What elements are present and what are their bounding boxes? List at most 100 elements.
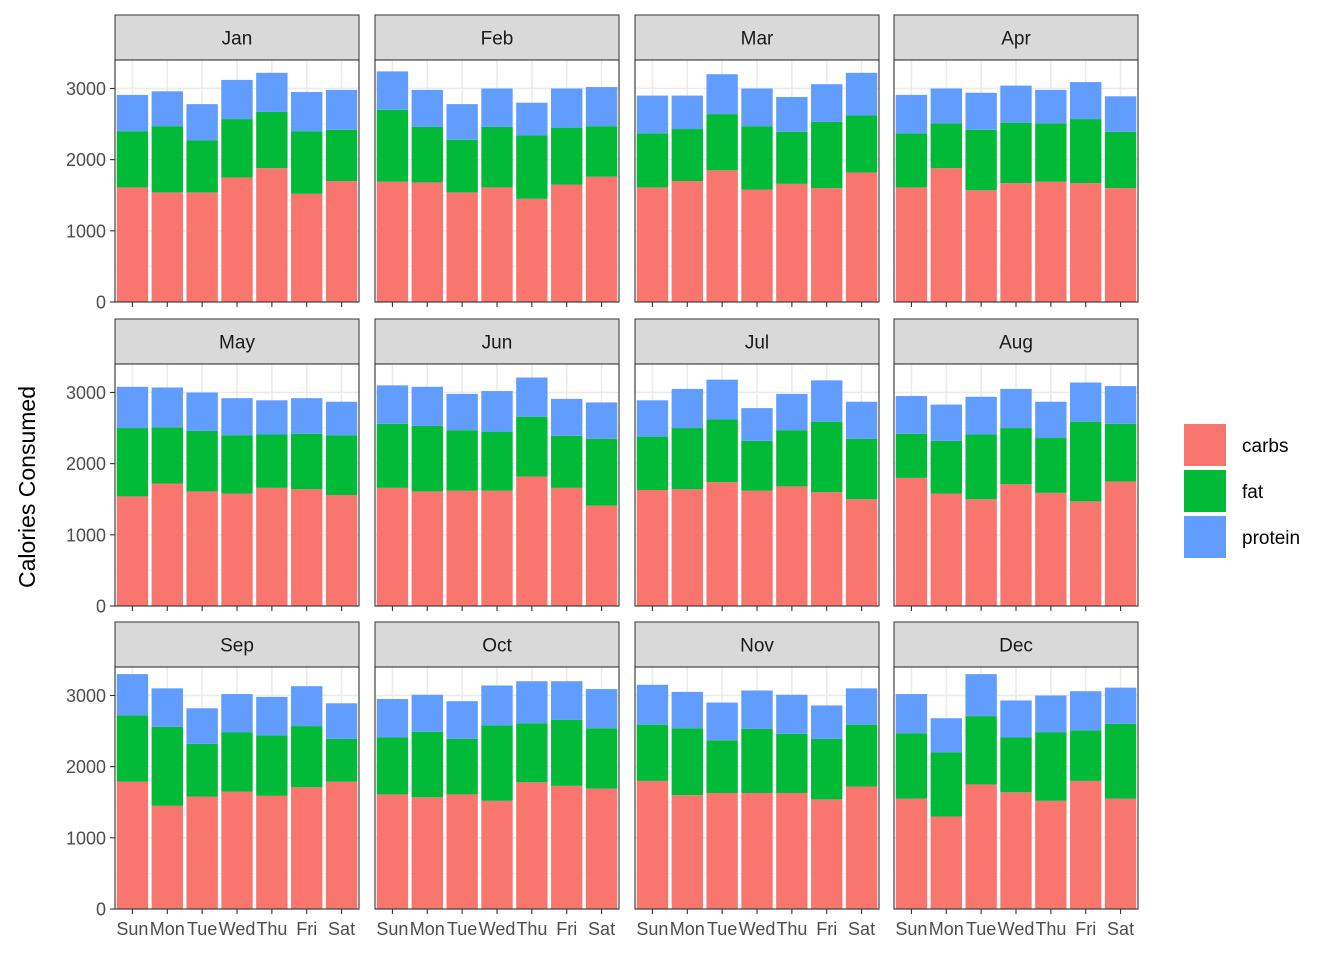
bar-fat-sun — [895, 133, 928, 188]
bar-fat-wed — [221, 435, 253, 494]
facet-strip — [634, 14, 880, 61]
bar-fat-sun — [636, 133, 669, 188]
bar-protein-tue — [965, 92, 997, 130]
x-tick-label-fri: Fri — [296, 919, 317, 939]
bar-fat-thu — [1035, 732, 1067, 801]
facet-strip — [893, 14, 1139, 61]
bar-protein-sat — [845, 72, 878, 116]
bar-protein-thu — [256, 696, 288, 736]
y-tick-label: 0 — [96, 900, 106, 920]
facet-strip-label: Nov — [740, 636, 774, 657]
facet-strip — [634, 318, 880, 365]
bar-fat-sat — [845, 438, 878, 500]
bar-protein-wed — [221, 694, 253, 733]
x-tick-label-thu: Thu — [516, 919, 547, 939]
bar-protein-fri — [551, 681, 583, 720]
bar-protein-tue — [446, 701, 478, 739]
bar-protein-tue — [186, 104, 218, 141]
bar-protein-sun — [895, 396, 928, 434]
bar-fat-wed — [1000, 737, 1032, 793]
bar-fat-mon — [411, 126, 443, 183]
facet-strip — [374, 318, 620, 365]
bar-protein-fri — [291, 686, 323, 727]
x-tick-label-thu: Thu — [1035, 919, 1066, 939]
bar-fat-sat — [585, 438, 618, 506]
bars — [116, 386, 358, 606]
facet-panel-dec: Dec Sun Mon Tue Wed Thu Fri Sat — [893, 621, 1139, 939]
bars — [895, 82, 1137, 302]
bar-carbs-sat — [585, 176, 618, 302]
bar-carbs-tue — [446, 192, 478, 302]
bar-fat-wed — [481, 725, 513, 801]
bar-fat-fri — [291, 433, 323, 490]
bar-protein-sat — [845, 688, 878, 725]
bar-protein-thu — [1035, 89, 1067, 124]
bar-protein-sat — [325, 703, 358, 739]
bar-carbs-sun — [636, 489, 669, 606]
facet-panel-apr: Apr — [893, 14, 1139, 307]
bar-fat-tue — [446, 430, 478, 491]
bar-carbs-wed — [221, 791, 253, 909]
x-tick-label-fri: Fri — [816, 919, 837, 939]
bar-carbs-sun — [376, 487, 409, 606]
x-tick-label-sun: Sun — [895, 919, 927, 939]
bar-fat-tue — [186, 430, 218, 492]
bar-protein-tue — [186, 392, 218, 431]
bar-protein-sat — [845, 401, 878, 439]
bar-protein-mon — [671, 95, 703, 130]
bar-protein-wed — [741, 408, 773, 441]
bar-fat-thu — [516, 723, 548, 783]
bar-carbs-sat — [585, 788, 618, 909]
bar-carbs-wed — [741, 490, 773, 606]
y-tick-label: 1000 — [66, 828, 106, 848]
bar-fat-mon — [671, 129, 703, 181]
bar-carbs-thu — [256, 487, 288, 606]
x-tick-label-sun: Sun — [376, 919, 408, 939]
bar-protein-sun — [636, 95, 669, 134]
bar-fat-wed — [481, 126, 513, 188]
bar-carbs-fri — [551, 184, 583, 302]
x-tick-label-thu: Thu — [776, 919, 807, 939]
bar-fat-fri — [291, 726, 323, 788]
y-tick-label: 3000 — [66, 686, 106, 706]
facet-panel-mar: Mar — [634, 14, 880, 307]
bar-fat-sat — [585, 728, 618, 789]
x-tick-label-tue: Tue — [707, 919, 737, 939]
bar-protein-wed — [481, 88, 513, 127]
x-tick-label-mon: Mon — [410, 919, 445, 939]
x-tick-label-wed: Wed — [219, 919, 256, 939]
bar-fat-wed — [1000, 122, 1032, 184]
bar-carbs-mon — [411, 797, 443, 909]
y-tick-label: 1000 — [66, 221, 106, 241]
bar-carbs-wed — [1000, 484, 1032, 606]
bar-carbs-fri — [811, 188, 843, 302]
bar-fat-thu — [516, 135, 548, 199]
bar-protein-fri — [291, 92, 323, 132]
bar-fat-wed — [481, 431, 513, 491]
legend-key-protein — [1184, 516, 1226, 558]
x-tick-label-tue: Tue — [447, 919, 477, 939]
bar-protein-wed — [1000, 700, 1032, 738]
bar-carbs-fri — [1070, 780, 1102, 909]
bar-protein-fri — [1070, 382, 1102, 422]
bar-fat-fri — [1070, 119, 1102, 184]
bar-carbs-tue — [186, 192, 218, 302]
bar-fat-thu — [256, 735, 288, 796]
bar-carbs-fri — [1070, 501, 1102, 606]
bar-protein-wed — [221, 79, 253, 120]
bar-carbs-mon — [151, 483, 183, 606]
bar-carbs-thu — [516, 476, 548, 606]
bar-fat-sat — [325, 435, 358, 495]
bar-carbs-fri — [291, 193, 323, 302]
bar-fat-mon — [411, 731, 443, 798]
bar-fat-sat — [1104, 723, 1137, 799]
bar-fat-tue — [186, 140, 218, 193]
bar-carbs-mon — [411, 491, 443, 606]
bar-fat-wed — [741, 440, 773, 491]
bar-protein-mon — [930, 718, 962, 753]
bar-fat-tue — [706, 740, 738, 793]
facet-strip-label: Jul — [745, 333, 769, 354]
bar-fat-sat — [845, 115, 878, 173]
bar-fat-mon — [930, 123, 962, 169]
bar-carbs-wed — [481, 490, 513, 606]
